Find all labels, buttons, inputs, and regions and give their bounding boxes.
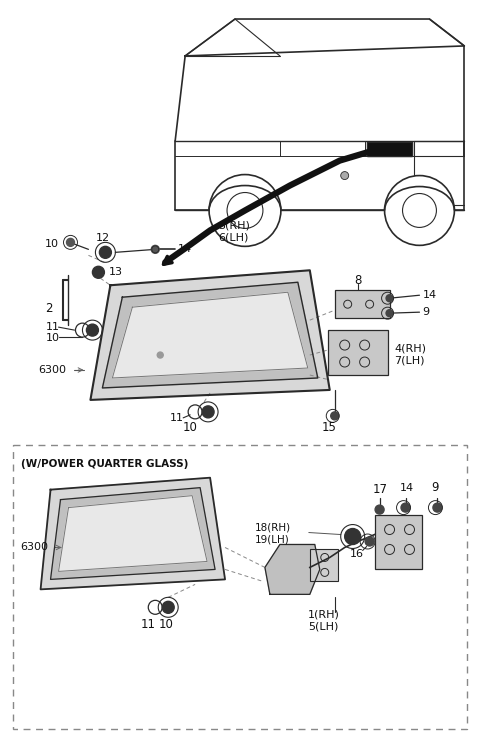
- Circle shape: [93, 266, 104, 279]
- Text: 14: 14: [422, 290, 437, 300]
- Circle shape: [151, 245, 159, 253]
- Polygon shape: [367, 142, 412, 156]
- Polygon shape: [59, 496, 207, 571]
- Text: 6300: 6300: [21, 542, 48, 553]
- Text: 1(RH): 1(RH): [308, 609, 340, 619]
- Circle shape: [209, 175, 281, 246]
- Text: 14: 14: [178, 245, 192, 254]
- Polygon shape: [265, 545, 320, 594]
- Text: 15: 15: [322, 422, 336, 434]
- Text: 3(RH): 3(RH): [218, 220, 250, 230]
- Circle shape: [227, 193, 263, 228]
- Circle shape: [157, 352, 163, 358]
- Circle shape: [99, 246, 111, 259]
- Text: 12: 12: [96, 233, 109, 243]
- Text: 18(RH): 18(RH): [255, 522, 291, 533]
- Text: 10: 10: [183, 422, 198, 434]
- Circle shape: [365, 537, 374, 546]
- Text: 9: 9: [432, 481, 439, 494]
- Polygon shape: [185, 19, 464, 56]
- Circle shape: [386, 295, 393, 302]
- Circle shape: [375, 505, 384, 514]
- Text: 8: 8: [355, 273, 362, 287]
- Text: 7(LH): 7(LH): [395, 355, 425, 365]
- Bar: [310, 550, 338, 582]
- Circle shape: [341, 172, 348, 179]
- Circle shape: [331, 412, 339, 420]
- Polygon shape: [41, 478, 225, 589]
- Text: 5(LH): 5(LH): [308, 621, 338, 631]
- Circle shape: [401, 503, 410, 512]
- Circle shape: [86, 324, 98, 336]
- Text: 9: 9: [422, 308, 430, 317]
- Circle shape: [386, 310, 393, 316]
- Polygon shape: [112, 292, 308, 378]
- Circle shape: [162, 602, 174, 614]
- Text: 19(LH): 19(LH): [255, 534, 290, 545]
- Text: 11: 11: [170, 413, 184, 423]
- Circle shape: [433, 503, 442, 512]
- Text: 6300: 6300: [38, 365, 67, 375]
- Text: 14: 14: [399, 482, 414, 493]
- Bar: [335, 290, 390, 318]
- Polygon shape: [50, 488, 215, 579]
- Text: 4(RH): 4(RH): [395, 343, 427, 353]
- Circle shape: [384, 176, 455, 245]
- Text: 10: 10: [46, 333, 60, 343]
- Polygon shape: [90, 270, 330, 400]
- Circle shape: [67, 239, 74, 246]
- FancyBboxPatch shape: [12, 445, 468, 729]
- Text: 16: 16: [350, 550, 364, 559]
- Text: 10: 10: [158, 618, 173, 631]
- Text: 11: 11: [46, 322, 60, 332]
- Text: 17: 17: [372, 483, 388, 496]
- Text: 10: 10: [45, 239, 59, 250]
- Text: 6(LH): 6(LH): [218, 233, 249, 242]
- Circle shape: [202, 406, 214, 418]
- Text: 11: 11: [140, 618, 156, 631]
- Text: (W/POWER QUARTER GLASS): (W/POWER QUARTER GLASS): [21, 459, 188, 469]
- Text: 13: 13: [108, 268, 122, 277]
- Circle shape: [403, 193, 436, 227]
- Polygon shape: [102, 282, 318, 388]
- Bar: [328, 330, 387, 375]
- Bar: [374, 514, 422, 569]
- Circle shape: [345, 528, 360, 545]
- Text: 2: 2: [46, 302, 53, 315]
